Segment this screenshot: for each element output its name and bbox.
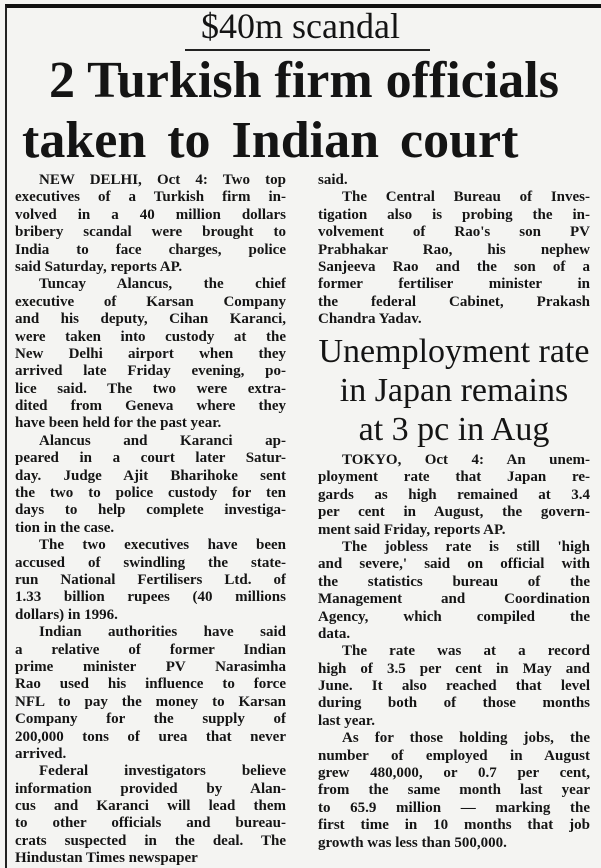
text-line: lice said. The two were extra- xyxy=(15,380,286,397)
text-line: dollars) in 1996. xyxy=(15,606,118,623)
text-line: ment said Friday, reports AP. xyxy=(318,521,506,538)
text-line: June. It also reached that level xyxy=(318,678,590,695)
text-line: gards as high remained at 3.4 xyxy=(318,486,590,503)
paragraph: NEW DELHI, Oct 4: Two top executives of a… xyxy=(15,172,286,276)
text-line: information provided by Alan- xyxy=(15,780,286,797)
text-line: first time in 10 months that job xyxy=(318,817,590,834)
text-line: volvement of Rao's son PV xyxy=(318,224,590,241)
text-line: during both of those months xyxy=(318,695,590,712)
headline-line-1: 2 Turkish firm officials xyxy=(49,52,559,109)
text-line: Sanjeeva Rao and the son of a xyxy=(318,258,590,275)
article2-headline: Unemployment rate in Japan remains at 3 … xyxy=(318,332,590,449)
text-line: The Central Bureau of Inves- xyxy=(342,189,590,206)
text-line: were taken into custody at the xyxy=(15,328,286,345)
paragraph: The two executives have been accused of s… xyxy=(15,537,286,624)
text-line: Indian authorities have said xyxy=(39,624,286,641)
article2-headline-line: Unemployment rate xyxy=(318,333,590,370)
text-line: The two executives have been xyxy=(39,537,286,554)
text-line: said Saturday, reports AP. xyxy=(15,258,183,275)
paragraph: Tuncay Alancus, the chief executive of Ka… xyxy=(15,276,286,433)
text-line: Prabhakar Rao, his nephew xyxy=(318,241,590,258)
text-line: Federal investigators believe xyxy=(39,763,286,780)
text-line: The jobless rate is still 'high xyxy=(342,538,590,555)
clipping-border xyxy=(5,4,601,868)
text-line: As for those holding jobs, the xyxy=(342,730,590,747)
paragraph: The jobless rate is still 'high and sever… xyxy=(318,539,590,643)
text-line: high of 3.5 per cent in May and xyxy=(318,660,590,677)
text-line: Alancus and Karanci ap- xyxy=(39,432,286,449)
paragraph: Alancus and Karanci ap-peared in a court… xyxy=(15,433,286,537)
headline-line-2: taken to Indian court xyxy=(22,112,519,169)
text-line: TOKYO, Oct 4: An unem- xyxy=(342,452,590,468)
text-line: crats suspected in the deal. The xyxy=(15,832,286,849)
text-line: arrived late Friday evening, po- xyxy=(15,363,286,380)
text-line: said. xyxy=(318,172,348,188)
text-line: Chandra Yadav. xyxy=(318,311,422,328)
text-line: and severe,' said on official with xyxy=(318,556,590,573)
text-line: days to help complete investiga- xyxy=(15,502,286,519)
text-line: data. xyxy=(318,625,351,642)
text-line: cus and Karanci will lead them xyxy=(15,798,286,815)
paragraph: said. xyxy=(318,172,590,189)
text-line: day. Judge Ajit Bharihoke sent xyxy=(15,467,286,484)
text-line: grew 480,000, or 0.7 per cent, xyxy=(318,765,590,782)
text-line: NFL to pay the money to Karsan xyxy=(15,693,286,710)
text-line: The rate was at a record xyxy=(342,643,590,660)
text-line: volved in a 40 million dollars xyxy=(15,206,286,223)
text-line: 1.33 billion rupees (40 millions xyxy=(15,589,286,606)
text-line: last year. xyxy=(318,712,375,729)
text-line: India to face charges, police xyxy=(15,241,286,258)
text-line: number of employed in August xyxy=(318,747,590,764)
text-line: New Delhi airport when they xyxy=(15,345,286,362)
paragraph: The rate was at a record high of 3.5 per … xyxy=(318,643,590,730)
text-line: to other officials and bureau- xyxy=(15,815,286,832)
text-line: per cent in August, the govern- xyxy=(318,504,590,521)
text-line: peared in a court later Satur- xyxy=(15,450,286,467)
text-line: prime minister PV Narasimha xyxy=(15,658,286,675)
text-line: tigation also is probing the in- xyxy=(318,206,590,223)
text-line: Management and Coordination xyxy=(318,591,590,608)
text-line: have been held for the past year. xyxy=(15,415,222,432)
text-line: executive of Karsan Company xyxy=(15,293,286,310)
text-line: ployment rate that Japan re- xyxy=(318,469,590,486)
text-line: to 65.9 million — marking the xyxy=(318,799,590,816)
text-line: run National Fertilisers Ltd. of xyxy=(15,571,286,588)
paragraph: As for those holding jobs, the number of … xyxy=(318,730,590,852)
text-line: Rao used his influence to force xyxy=(15,676,286,693)
text-line: dited from Geneva where they xyxy=(15,398,286,415)
article2-headline-line: in Japan remains xyxy=(339,372,569,409)
text-line: the two to police custody for ten xyxy=(15,485,286,502)
text-line: tion in the case. xyxy=(15,519,115,536)
text-line: from the same month last year xyxy=(318,782,590,799)
text-line: executives of a Turkish firm in- xyxy=(15,189,286,206)
article1-right-column: said. The Central Bureau of Inves-tigatio… xyxy=(318,172,590,329)
text-line: Hindustan Times newspaper xyxy=(15,850,198,867)
text-line: 200,000 tons of urea that never xyxy=(15,728,286,745)
paragraph: Federal investigators believe information… xyxy=(15,763,286,867)
text-line: the federal Cabinet, Prakash xyxy=(318,293,590,310)
article1-left-column: NEW DELHI, Oct 4: Two top executives of a… xyxy=(15,172,286,868)
text-line: accused of swindling the state- xyxy=(15,554,286,571)
paragraph: TOKYO, Oct 4: An unem-ployment rate that… xyxy=(318,452,590,539)
text-line: Company for the supply of xyxy=(15,711,286,728)
kicker-rule xyxy=(185,49,430,51)
article2-body: TOKYO, Oct 4: An unem-ployment rate that… xyxy=(318,452,590,852)
text-line: a relative of former Indian xyxy=(15,641,286,658)
paragraph: The Central Bureau of Inves-tigation als… xyxy=(318,189,590,328)
text-line: Agency, which compiled the xyxy=(318,608,590,625)
text-line: and his deputy, Cihan Karanci, xyxy=(15,311,286,328)
paragraph: Indian authorities have said a relative o… xyxy=(15,624,286,763)
text-line: arrived. xyxy=(15,745,67,762)
article2-headline-line: at 3 pc in Aug xyxy=(358,411,550,448)
text-line: bribery scandal were brought to xyxy=(15,224,286,241)
text-line: growth was less than 500,000. xyxy=(318,834,507,851)
text-line: the statistics bureau of the xyxy=(318,573,590,590)
kicker: $40m scandal xyxy=(201,6,400,46)
text-line: NEW DELHI, Oct 4: Two top xyxy=(39,172,286,188)
text-line: Tuncay Alancus, the chief xyxy=(39,276,286,293)
text-line: former fertiliser minister in xyxy=(318,276,590,293)
